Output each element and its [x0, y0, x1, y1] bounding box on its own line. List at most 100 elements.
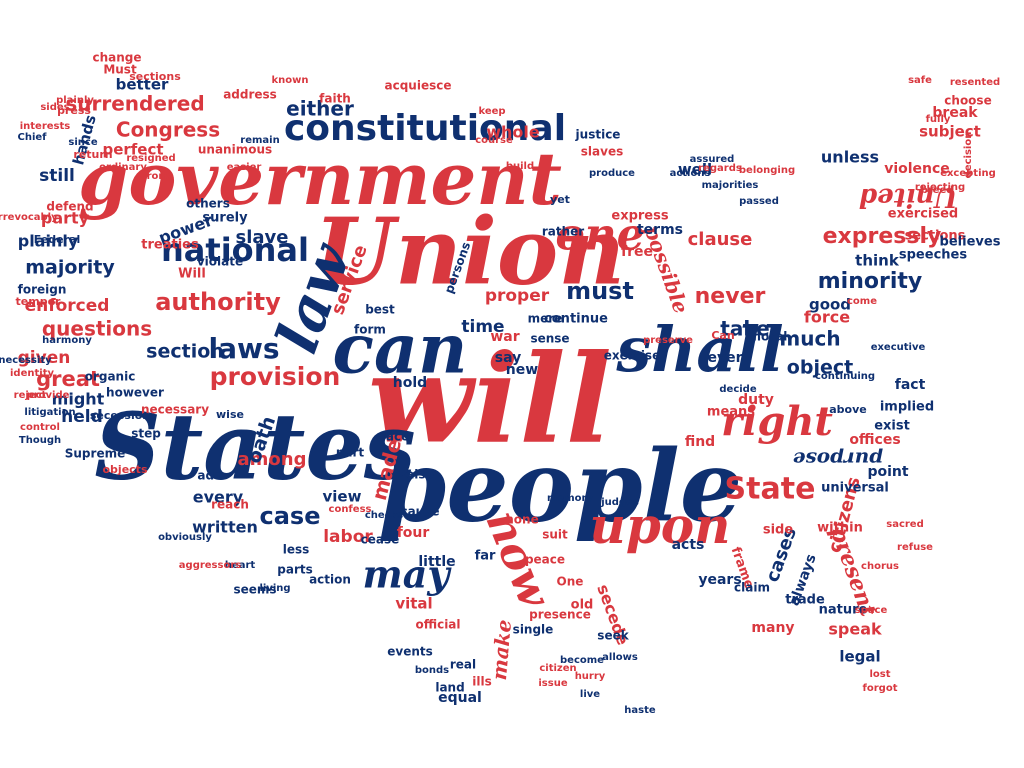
word-142: seems: [233, 583, 276, 597]
word-184: easier: [227, 162, 262, 173]
word-232: chorus: [861, 561, 899, 572]
word-132: Federal: [34, 233, 80, 246]
word-217: interests: [20, 121, 71, 132]
word-236: provide: [27, 390, 70, 401]
word-181: keep: [478, 106, 505, 117]
word-218: plainly: [56, 95, 94, 106]
word-195: come: [847, 296, 877, 307]
word-38: never: [695, 284, 766, 309]
word-228: live: [580, 689, 600, 700]
word-97: side: [763, 523, 793, 538]
word-39: take: [720, 317, 769, 341]
word-94: four: [397, 525, 430, 541]
word-34: clause: [688, 229, 753, 250]
word-93: new: [506, 362, 538, 378]
word-116: sense: [530, 332, 569, 346]
word-67: better: [116, 76, 169, 94]
word-225: citizen: [539, 663, 576, 674]
word-114: exercise: [604, 349, 660, 363]
word-10: one: [555, 210, 644, 261]
word-220: obviously: [158, 532, 212, 543]
word-206: decision: [963, 132, 974, 179]
word-105: universal: [821, 481, 889, 496]
word-182: since: [68, 137, 97, 148]
word-31: questions: [42, 317, 152, 341]
word-173: above: [829, 403, 867, 416]
word-53: enforced: [25, 296, 110, 316]
word-226: issue: [538, 678, 567, 689]
word-61: force: [804, 308, 850, 327]
word-203: excepting: [940, 168, 996, 179]
word-144: less: [283, 543, 310, 557]
word-134: however: [106, 386, 164, 400]
word-15: authority: [155, 288, 281, 316]
word-162: unanimous: [198, 143, 272, 157]
word-194: continuing: [815, 371, 875, 382]
word-140: step: [131, 427, 161, 441]
word-156: presence: [529, 608, 591, 622]
word-230: sacred: [886, 519, 924, 530]
word-60: view: [323, 488, 362, 506]
word-85: acts: [672, 537, 705, 553]
word-148: events: [387, 645, 433, 659]
word-138: Supreme: [65, 447, 125, 461]
word-216: identity: [10, 368, 54, 379]
word-46: slave: [236, 227, 289, 248]
word-68: perfect: [102, 141, 163, 159]
word-189: decide: [719, 384, 756, 395]
word-186: known: [272, 75, 309, 86]
word-29: either: [286, 97, 354, 121]
word-86: find: [685, 434, 715, 450]
word-240: bonds: [415, 665, 449, 676]
word-153: single: [513, 623, 554, 637]
word-200: assured: [690, 154, 735, 165]
word-21: case: [260, 502, 321, 530]
word-50: still: [39, 166, 75, 186]
word-92: say: [495, 350, 521, 366]
word-146: cease: [361, 533, 400, 547]
word-204: rejecting: [915, 182, 965, 193]
word-165: defend: [46, 200, 93, 214]
word-178: sides: [40, 102, 69, 113]
word-100: believes: [940, 235, 1001, 250]
word-16: laws: [208, 332, 279, 365]
word-41: object: [787, 357, 853, 379]
word-59: labor: [323, 527, 373, 547]
word-62: good: [809, 296, 851, 314]
word-201: belonging: [739, 165, 795, 176]
word-221: aggressors: [179, 560, 241, 571]
word-11: national: [161, 231, 309, 269]
word-152: real: [450, 658, 476, 672]
word-129: others: [186, 197, 230, 211]
word-197: actions: [670, 168, 711, 179]
word-124: form: [354, 323, 386, 337]
word-163: justice: [575, 128, 621, 142]
word-135: necessary: [141, 403, 209, 417]
word-188: fully: [926, 114, 951, 125]
word-1: people: [378, 429, 742, 544]
word-110: claim: [734, 581, 770, 595]
word-149: official: [415, 618, 460, 632]
word-239: haste: [624, 705, 656, 716]
word-19: United: [859, 182, 957, 212]
word-106: trade: [785, 593, 825, 608]
word-147: cause: [400, 505, 439, 519]
word-121: also: [406, 468, 434, 482]
word-166: rather: [542, 225, 584, 239]
word-136: organic: [85, 370, 136, 384]
word-74: legal: [839, 648, 880, 666]
word-58: written: [192, 518, 258, 537]
word-87: ever: [707, 350, 742, 366]
word-64: unless: [821, 148, 879, 167]
word-213: necessity: [0, 355, 52, 366]
word-183: resigned: [126, 153, 175, 164]
word-164: choose: [944, 94, 991, 108]
word-32: section: [146, 341, 224, 363]
word-119: suit: [542, 528, 568, 542]
word-219: irrevocably: [0, 212, 58, 223]
word-104: implied: [880, 400, 934, 415]
word-185: remain: [240, 135, 279, 146]
word-4: government: [78, 136, 562, 221]
